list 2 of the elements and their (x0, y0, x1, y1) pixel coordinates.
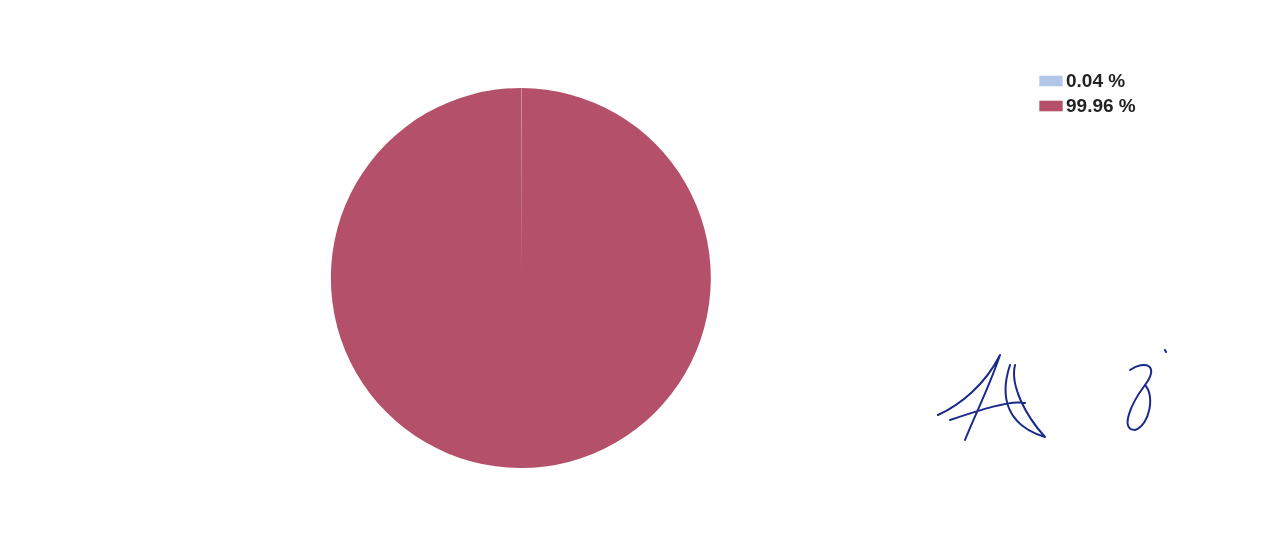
legend-label: 0.04 % (1066, 70, 1126, 91)
legend-label: 99.96 % (1066, 95, 1136, 116)
